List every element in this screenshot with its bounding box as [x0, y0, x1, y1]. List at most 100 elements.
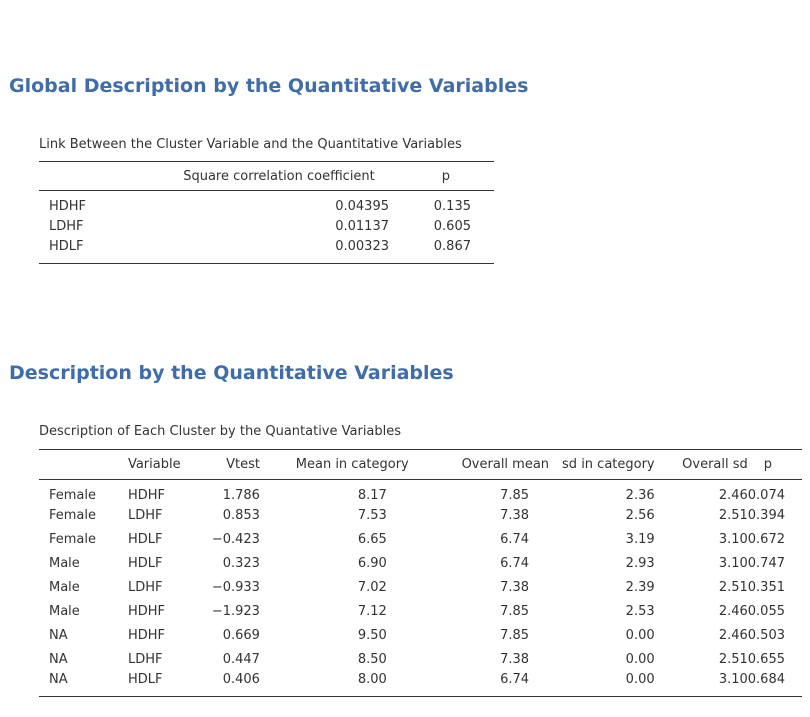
- sd-in-category-cell: 2.36: [625, 488, 655, 504]
- table-row: Female HDHF 1.786 8.17 7.85 2.36 2.46 0.074: [39, 480, 802, 504]
- p-value-cell: 0.672: [747, 532, 785, 547]
- variable-cell: HDLF: [127, 671, 163, 687]
- mean-in-category-cell: 7.53: [357, 508, 387, 523]
- overall-sd-cell: 2.51: [718, 508, 748, 523]
- column-header-variable: Variable: [127, 449, 208, 480]
- sd-in-category-cell: 2.56: [625, 508, 655, 523]
- table-row: Female LDHF 0.853 7.53 7.38 2.56 2.51 0.394: [39, 504, 802, 528]
- p-value-cell: 0.655: [747, 652, 785, 667]
- overall-sd-cell: 2.46: [718, 628, 748, 643]
- cluster-cell: Female: [49, 488, 97, 504]
- variable-cell: HDLF: [49, 238, 84, 254]
- p-value-cell: 0.394: [747, 508, 785, 523]
- vtest-cell: 0.669: [222, 628, 260, 643]
- overall-sd-cell: 2.51: [718, 580, 748, 595]
- column-header-p: p: [747, 449, 802, 480]
- table-row: Male LDHF −0.933 7.02 7.38 2.39 2.51 0.351: [39, 576, 802, 600]
- p-value-cell: 0.351: [747, 580, 785, 595]
- overall-mean-cell: 7.85: [500, 628, 530, 643]
- sd-in-category-cell: 0.00: [625, 652, 655, 667]
- column-header-overall-mean: Overall mean: [408, 449, 550, 480]
- overall-sd-cell: 2.46: [718, 604, 748, 619]
- table-header-row: Variable Vtest Mean in category Overall …: [39, 449, 802, 480]
- square-correlation-cell: 0.04395: [335, 199, 389, 215]
- p-value-cell: 0.684: [747, 671, 785, 687]
- variable-cell: LDHF: [127, 508, 163, 523]
- cluster-cell: Female: [49, 508, 97, 523]
- table-row: NA LDHF 0.447 8.50 7.38 0.00 2.51 0.655: [39, 648, 802, 672]
- variable-cell: HDHF: [127, 604, 165, 619]
- cluster-cell: Male: [49, 556, 80, 571]
- table-row: LDHF 0.01137 0.605: [39, 215, 494, 239]
- column-header-mean-in-category: Mean in category: [259, 449, 409, 480]
- global-results-table: Square correlation coefficient p HDHF 0.…: [39, 161, 494, 264]
- sd-in-category-cell: 2.53: [625, 604, 655, 619]
- description-table-caption: Description of Each Cluster by the Quant…: [39, 424, 402, 439]
- sd-in-category-cell: 3.19: [625, 532, 655, 547]
- table-row: HDLF 0.00323 0.867: [39, 239, 494, 264]
- mean-in-category-cell: 6.90: [357, 556, 387, 571]
- p-value-cell: 0.135: [433, 199, 471, 215]
- sd-in-category-cell: 0.00: [625, 671, 655, 687]
- overall-sd-cell: 2.51: [718, 652, 748, 667]
- square-correlation-cell: 0.01137: [335, 219, 389, 234]
- mean-in-category-cell: 8.50: [357, 652, 387, 667]
- cluster-cell: NA: [49, 652, 68, 667]
- table-row: NA HDLF 0.406 8.00 6.74 0.00 3.10 0.684: [39, 672, 802, 697]
- column-header-p: p: [389, 161, 494, 191]
- cluster-cell: Male: [49, 604, 80, 619]
- sd-in-category-cell: 0.00: [625, 628, 655, 643]
- column-header-variable: [39, 161, 149, 191]
- column-header-overall-sd: Overall sd: [654, 449, 748, 480]
- overall-mean-cell: 7.85: [500, 604, 530, 619]
- table-row: Male HDLF 0.323 6.90 6.74 2.93 3.10 0.747: [39, 552, 802, 576]
- table-row: HDHF 0.04395 0.135: [39, 191, 494, 215]
- variable-cell: HDLF: [127, 532, 163, 547]
- mean-in-category-cell: 7.12: [357, 604, 387, 619]
- vtest-cell: −1.923: [211, 604, 260, 619]
- global-table-caption: Link Between the Cluster Variable and th…: [39, 137, 462, 152]
- column-header-vtest: Vtest: [207, 449, 260, 480]
- overall-sd-cell: 3.10: [718, 532, 748, 547]
- vtest-cell: 1.786: [222, 488, 260, 504]
- p-value-cell: 0.867: [433, 238, 471, 254]
- overall-mean-cell: 7.38: [500, 508, 530, 523]
- vtest-cell: −0.933: [211, 580, 260, 595]
- variable-cell: HDHF: [127, 488, 165, 504]
- overall-sd-cell: 2.46: [718, 488, 748, 504]
- mean-in-category-cell: 6.65: [357, 532, 387, 547]
- mean-in-category-cell: 8.17: [357, 488, 387, 504]
- cluster-cell: NA: [49, 628, 68, 643]
- vtest-cell: −0.423: [211, 532, 260, 547]
- table-header-row: Square correlation coefficient p: [39, 161, 494, 191]
- p-value-cell: 0.055: [747, 604, 785, 619]
- p-value-cell: 0.074: [747, 488, 785, 504]
- table-row: Female HDLF −0.423 6.65 6.74 3.19 3.10 0.672: [39, 528, 802, 552]
- global-description-heading: Global Description by the Quantitative V…: [9, 75, 529, 97]
- sd-in-category-cell: 2.93: [625, 556, 655, 571]
- overall-mean-cell: 6.74: [500, 556, 530, 571]
- vtest-cell: 0.447: [222, 652, 260, 667]
- overall-mean-cell: 6.74: [500, 671, 530, 687]
- cluster-cell: Male: [49, 580, 80, 595]
- column-header-square-correlation: Square correlation coefficient: [149, 161, 389, 191]
- p-value-cell: 0.503: [747, 628, 785, 643]
- table-row: NA HDHF 0.669 9.50 7.85 0.00 2.46 0.503: [39, 624, 802, 648]
- overall-mean-cell: 7.38: [500, 580, 530, 595]
- overall-mean-cell: 7.85: [500, 488, 530, 504]
- overall-sd-cell: 3.10: [718, 671, 748, 687]
- square-correlation-cell: 0.00323: [335, 238, 389, 254]
- overall-mean-cell: 6.74: [500, 532, 530, 547]
- vtest-cell: 0.323: [222, 556, 260, 571]
- variable-cell: LDHF: [127, 580, 163, 595]
- mean-in-category-cell: 7.02: [357, 580, 387, 595]
- table-row: Male HDHF −1.923 7.12 7.85 2.53 2.46 0.055: [39, 600, 802, 624]
- p-value-cell: 0.605: [433, 219, 471, 234]
- variable-cell: HDHF: [127, 628, 165, 643]
- overall-mean-cell: 7.38: [500, 652, 530, 667]
- cluster-description-table: Variable Vtest Mean in category Overall …: [39, 449, 802, 697]
- mean-in-category-cell: 9.50: [357, 628, 387, 643]
- overall-sd-cell: 3.10: [718, 556, 748, 571]
- variable-cell: HDLF: [127, 556, 163, 571]
- cluster-cell: Female: [49, 532, 97, 547]
